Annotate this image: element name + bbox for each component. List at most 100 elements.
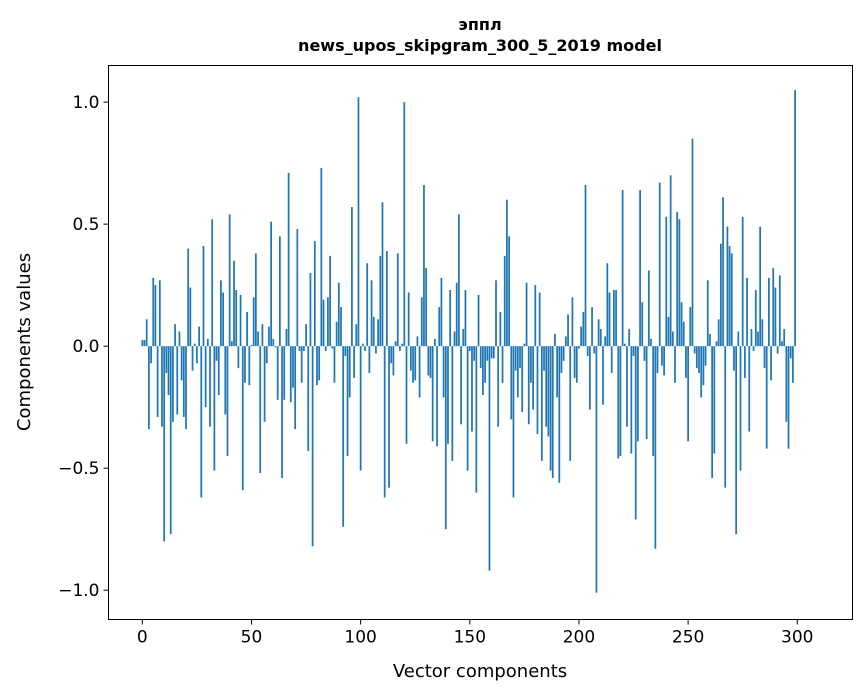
bar: [244, 346, 246, 383]
bar: [547, 346, 550, 437]
bar: [774, 287, 777, 347]
bar: [781, 341, 783, 347]
bar: [621, 189, 624, 347]
bar: [794, 89, 796, 347]
bar: [154, 285, 157, 347]
bar: [368, 346, 371, 374]
bar: [226, 346, 229, 456]
bar: [296, 229, 299, 347]
bar: [545, 346, 548, 427]
bar: [663, 346, 665, 376]
bar: [525, 282, 528, 347]
bar: [709, 333, 711, 347]
bar: [305, 324, 307, 347]
bar: [486, 346, 489, 361]
y-tick-label: 0.0: [72, 337, 99, 357]
bar: [759, 226, 762, 347]
bar: [294, 346, 297, 430]
bar: [143, 340, 146, 347]
bar: [233, 260, 235, 347]
bar: [351, 207, 353, 347]
bar: [272, 338, 275, 347]
bar: [357, 97, 360, 347]
bar: [490, 346, 493, 359]
bar: [746, 277, 748, 347]
bar: [728, 246, 731, 347]
bar: [765, 346, 768, 449]
bar: [748, 346, 751, 432]
bar: [770, 346, 772, 381]
bar: [438, 307, 441, 347]
bar: [298, 346, 301, 352]
bar: [554, 333, 556, 347]
bar: [329, 255, 331, 347]
bar: [346, 346, 349, 456]
bar: [647, 270, 650, 347]
bar: [641, 302, 644, 347]
bar: [724, 346, 727, 488]
bar: [630, 346, 633, 454]
bar: [768, 277, 770, 347]
bar: [265, 346, 268, 364]
bar: [320, 168, 323, 347]
bar: [436, 346, 438, 447]
bar: [427, 346, 430, 376]
bar: [512, 346, 515, 498]
bar: [375, 346, 377, 354]
bar: [604, 336, 607, 347]
bar: [287, 172, 290, 347]
bar: [182, 346, 185, 417]
bar: [215, 346, 218, 361]
bar: [495, 280, 497, 347]
bar: [482, 346, 484, 395]
x-axis-label: Vector components: [393, 661, 567, 682]
bar: [318, 346, 321, 381]
bar: [307, 346, 310, 452]
bar: [420, 297, 423, 347]
bar: [261, 324, 264, 347]
bar: [634, 346, 637, 520]
bar: [385, 250, 388, 347]
x-tick-label: 100: [344, 628, 376, 648]
bar: [521, 346, 524, 413]
bar: [158, 280, 161, 347]
bars-group: [141, 89, 796, 593]
bar: [141, 340, 144, 347]
bar: [213, 346, 216, 471]
x-tick-label: 0: [137, 628, 148, 648]
bar: [556, 346, 558, 398]
bar: [560, 346, 563, 374]
bar: [567, 314, 569, 347]
bar: [667, 316, 670, 347]
bar: [364, 346, 366, 352]
plot-frame: [108, 65, 853, 620]
bar: [442, 346, 445, 398]
bar: [228, 214, 231, 347]
bar: [176, 346, 179, 415]
bar: [580, 326, 583, 347]
bar: [582, 311, 585, 347]
bar: [180, 346, 183, 381]
bar: [787, 346, 790, 449]
bar: [259, 346, 262, 474]
bar: [361, 343, 364, 347]
bar: [156, 346, 159, 417]
bar: [733, 346, 735, 371]
bar: [239, 294, 242, 347]
bar: [372, 316, 375, 347]
bar: [761, 319, 764, 347]
bar: [447, 346, 449, 444]
bar: [377, 319, 379, 347]
bar: [558, 346, 561, 483]
bar: [172, 346, 174, 422]
bar: [503, 255, 506, 347]
bar: [549, 346, 552, 471]
bar: [453, 331, 456, 347]
bar: [165, 346, 168, 374]
bar: [381, 202, 384, 347]
bar: [501, 346, 504, 383]
bar: [534, 285, 537, 347]
bar: [610, 346, 613, 374]
bar: [575, 346, 578, 383]
